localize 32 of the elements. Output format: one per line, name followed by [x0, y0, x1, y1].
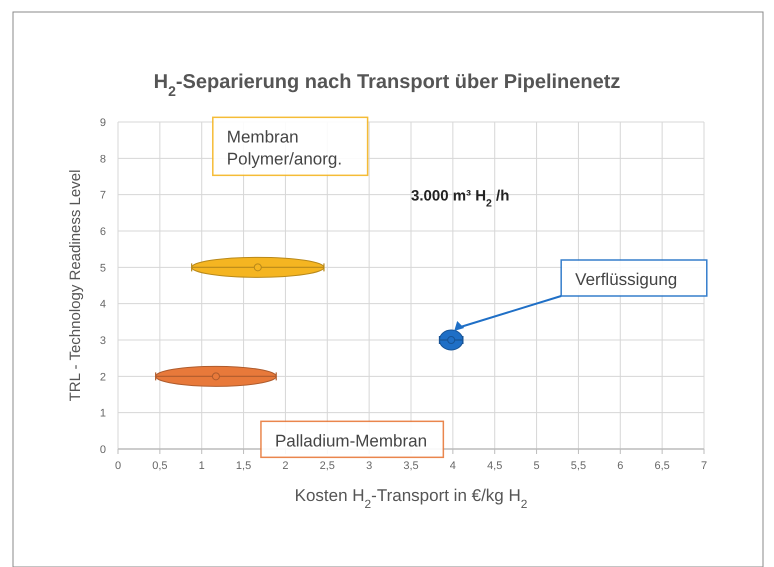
- y-tick-label: 5: [100, 262, 106, 274]
- x-tick-label: 0,5: [152, 460, 168, 472]
- x-tick-label: 5,5: [570, 460, 586, 472]
- x-tick-label: 6,5: [654, 460, 670, 472]
- text: Membran Polymer/anorg.: [226, 127, 342, 168]
- x-tick-label: 6: [617, 460, 624, 472]
- y-tick-label: 7: [100, 190, 106, 202]
- x-tick-label: 0: [114, 460, 122, 472]
- chart-title: H$_{2}$-Separierung nach Transport über Pipelinenetz: [154, 71, 620, 99]
- y-tick-label: 3: [100, 335, 106, 347]
- x-tick-label: 3: [366, 460, 372, 472]
- x-axis-title: Kosten H$_{2}$-Transport in €/kg H$_{2}$: [294, 486, 528, 511]
- y-tick-label: 8: [100, 153, 106, 166]
- x-tick-label: 3,5: [403, 460, 419, 472]
- text: Palladium-Membran: [274, 431, 428, 450]
- y-tick-label: 0: [100, 444, 106, 456]
- x-tick-label: 1,5: [236, 460, 252, 472]
- y-tick-label: 2: [100, 371, 106, 384]
- x-tick-label: 5: [534, 460, 540, 472]
- x-tick-label: 7: [700, 460, 708, 472]
- annotation: 3.000 m³ H$_{2}$ /h: [411, 188, 510, 210]
- y-tick-label: 1: [100, 408, 106, 420]
- x-tick-label: 1: [198, 460, 205, 472]
- y-tick-label: 4: [100, 298, 106, 311]
- y-tick-label: 6: [100, 226, 106, 238]
- x-tick-label: 2,5: [320, 460, 335, 472]
- x-tick-label: 2: [282, 460, 288, 472]
- y-axis-title: TRL - Technology Readiness Level: [67, 170, 84, 402]
- text: Verflüssigung: [575, 270, 678, 289]
- y-tick-label: 9: [100, 117, 106, 129]
- x-tick-label: 4,5: [487, 460, 502, 472]
- x-tick-label: 4: [450, 460, 456, 472]
